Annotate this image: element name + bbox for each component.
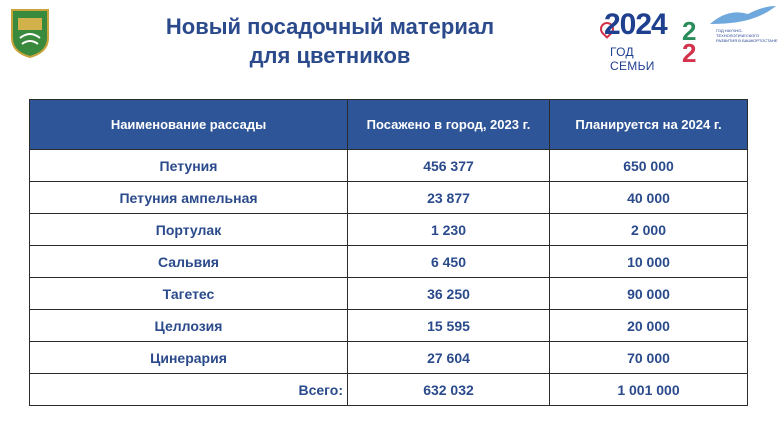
header-planned-2024: Планируется на 2024 г. bbox=[549, 99, 748, 150]
planned-2024: 40 000 bbox=[549, 181, 748, 214]
seedling-name: Сальвия bbox=[29, 245, 348, 278]
bird-icon bbox=[710, 6, 776, 24]
planted-2023: 456 377 bbox=[347, 149, 550, 182]
table-row: Тагетес 36 250 90 000 bbox=[29, 277, 748, 310]
table-row: Портулак 1 230 2 000 bbox=[29, 213, 748, 246]
science-year-logo: 2 2 ГОД НАУЧНО-ТЕХНОЛОГИЧЕСКОГО РАЗВИТИЯ… bbox=[680, 4, 780, 68]
science-logo-digits-bottom: 2 bbox=[682, 38, 697, 68]
planted-2023: 6 450 bbox=[347, 245, 550, 278]
total-planned-2024: 1 001 000 bbox=[549, 373, 748, 406]
table-row: Петуния 456 377 650 000 bbox=[29, 149, 748, 182]
table-row: Сальвия 6 450 10 000 bbox=[29, 245, 748, 278]
seedling-name: Цинерария bbox=[29, 341, 348, 374]
planned-2024: 10 000 bbox=[549, 245, 748, 278]
header-seedling-name: Наименование рассады bbox=[29, 99, 348, 150]
seedling-name: Петуния ампельная bbox=[29, 181, 348, 214]
table-row: Петуния ампельная 23 877 40 000 bbox=[29, 181, 748, 214]
seedlings-table: Наименование рассады Посажено в город, 2… bbox=[29, 99, 748, 406]
planted-2023: 27 604 bbox=[347, 341, 550, 374]
table-total-row: Всего: 632 032 1 001 000 bbox=[29, 373, 748, 406]
seedling-name: Петуния bbox=[29, 149, 348, 182]
planted-2023: 23 877 bbox=[347, 181, 550, 214]
science-logo-digits-top: 2 bbox=[682, 16, 697, 46]
year-logo-caption: ГОД СЕМЬИ bbox=[610, 45, 655, 73]
title-line-2: для цветников bbox=[249, 43, 411, 68]
table-header-row: Наименование рассады Посажено в город, 2… bbox=[29, 99, 748, 150]
planted-2023: 36 250 bbox=[347, 277, 550, 310]
total-planted-2023: 632 032 bbox=[347, 373, 550, 406]
total-label: Всего: bbox=[29, 373, 348, 406]
page-title: Новый посадочный материал для цветников bbox=[130, 12, 530, 70]
planned-2024: 90 000 bbox=[549, 277, 748, 310]
planned-2024: 20 000 bbox=[549, 309, 748, 342]
planned-2024: 2 000 bbox=[549, 213, 748, 246]
seedling-name: Портулак bbox=[29, 213, 348, 246]
year-of-family-logo: 2024 ГОД СЕМЬИ bbox=[597, 6, 675, 73]
science-logo-text: ГОД НАУЧНО-ТЕХНОЛОГИЧЕСКОГО РАЗВИТИЯ В Б… bbox=[716, 28, 778, 43]
year-logo-number: 2024 bbox=[604, 8, 668, 41]
table-row: Цинерария 27 604 70 000 bbox=[29, 341, 748, 374]
title-line-1: Новый посадочный материал bbox=[165, 14, 495, 39]
planted-2023: 15 595 bbox=[347, 309, 550, 342]
seedling-name: Целлозия bbox=[29, 309, 348, 342]
header-planted-2023: Посажено в город, 2023 г. bbox=[347, 99, 550, 150]
planted-2023: 1 230 bbox=[347, 213, 550, 246]
table-row: Целлозия 15 595 20 000 bbox=[29, 309, 748, 342]
planned-2024: 70 000 bbox=[549, 341, 748, 374]
seedling-name: Тагетес bbox=[29, 277, 348, 310]
planned-2024: 650 000 bbox=[549, 149, 748, 182]
coat-of-arms-icon bbox=[10, 8, 50, 59]
